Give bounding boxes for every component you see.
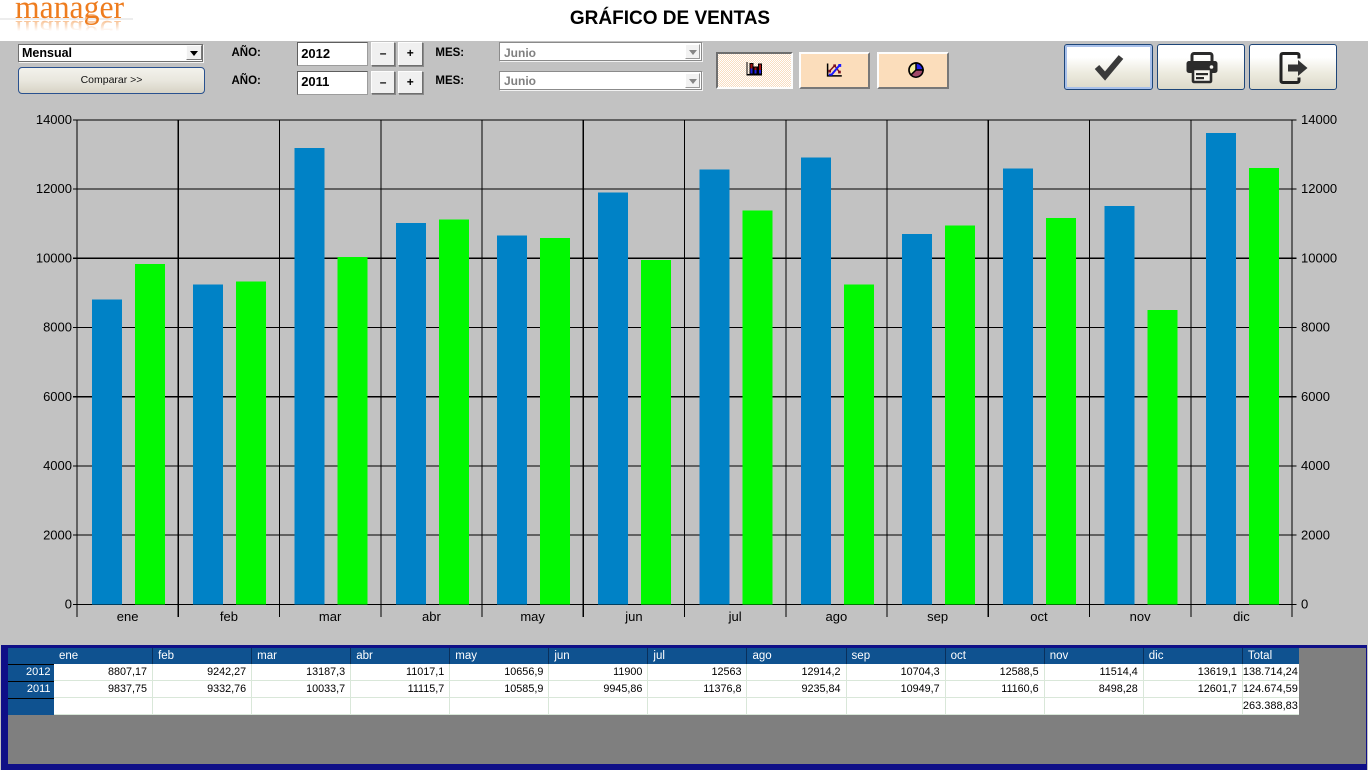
svg-text:0: 0 <box>65 597 72 612</box>
svg-text:ene: ene <box>117 609 139 624</box>
svg-text:8000: 8000 <box>1301 320 1330 335</box>
svg-text:8000: 8000 <box>43 320 72 335</box>
svg-text:14000: 14000 <box>1301 112 1337 127</box>
svg-text:6000: 6000 <box>43 389 72 404</box>
svg-text:oct: oct <box>1030 609 1048 624</box>
svg-text:dic: dic <box>1233 609 1250 624</box>
svg-text:sep: sep <box>927 609 948 624</box>
svg-text:6000: 6000 <box>1301 389 1330 404</box>
svg-text:jul: jul <box>728 609 742 624</box>
svg-text:mar: mar <box>319 609 342 624</box>
svg-text:feb: feb <box>220 609 238 624</box>
svg-text:14000: 14000 <box>36 112 72 127</box>
svg-text:jun: jun <box>624 609 642 624</box>
svg-text:0: 0 <box>1301 597 1308 612</box>
svg-text:2000: 2000 <box>43 527 72 542</box>
svg-text:10000: 10000 <box>1301 250 1337 265</box>
svg-text:4000: 4000 <box>43 458 72 473</box>
svg-text:abr: abr <box>422 609 441 624</box>
svg-text:12000: 12000 <box>36 181 72 196</box>
svg-text:ago: ago <box>826 609 848 624</box>
svg-text:2000: 2000 <box>1301 527 1330 542</box>
svg-text:4000: 4000 <box>1301 458 1330 473</box>
svg-text:nov: nov <box>1130 609 1151 624</box>
svg-text:may: may <box>520 609 545 624</box>
svg-text:12000: 12000 <box>1301 181 1337 196</box>
svg-text:10000: 10000 <box>36 250 72 265</box>
